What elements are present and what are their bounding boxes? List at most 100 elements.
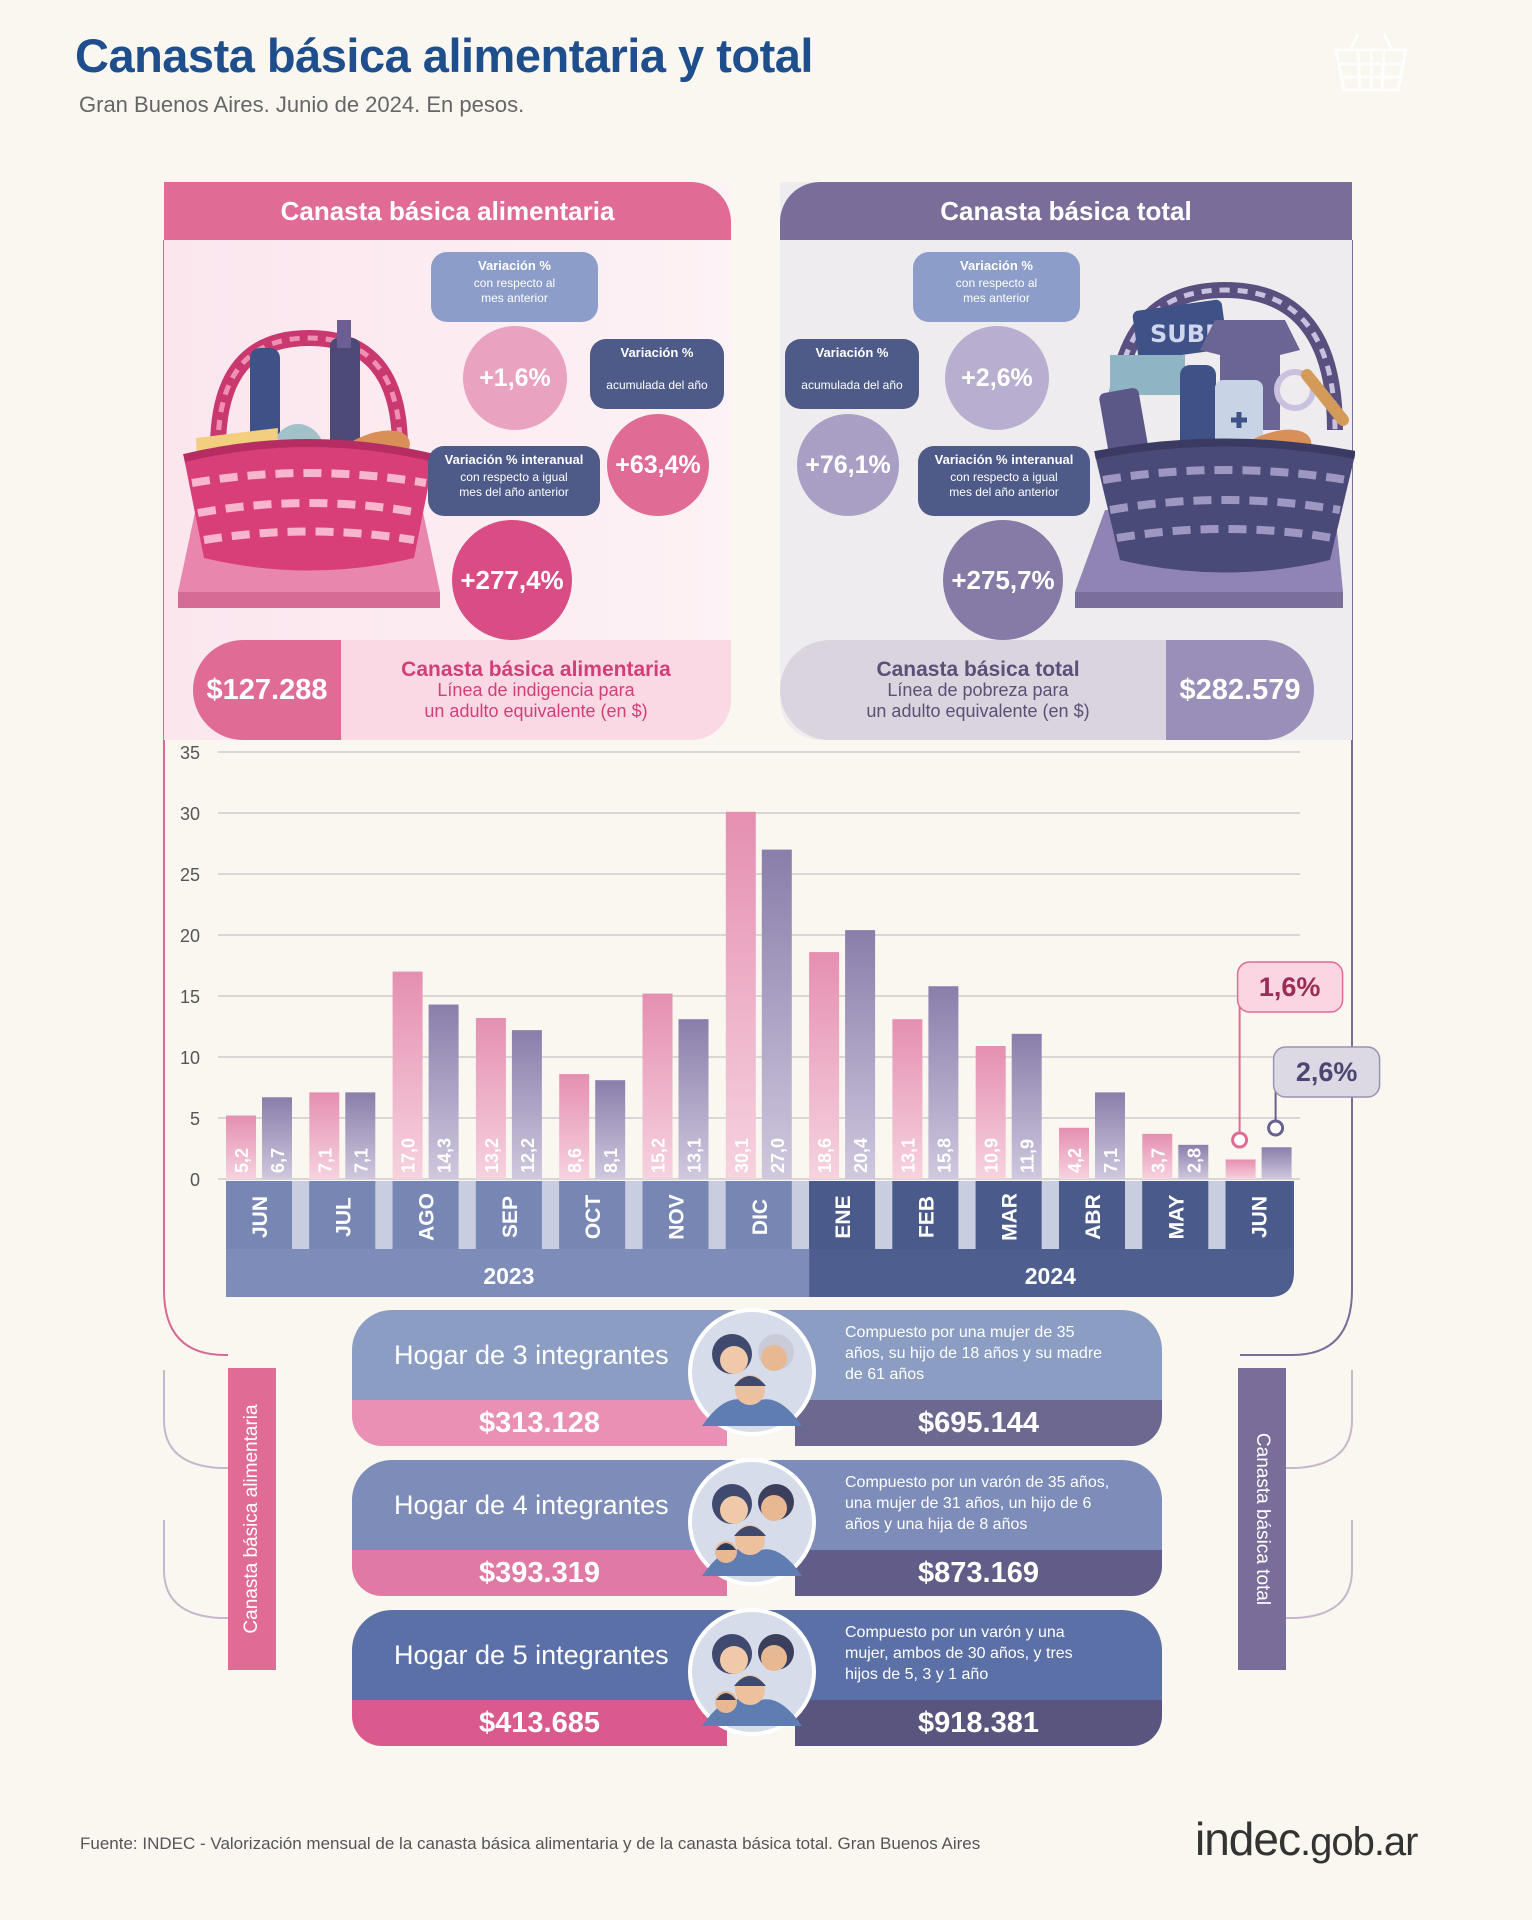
- cbt-callout-dot: [1267, 1119, 1285, 1137]
- y-tick-label: 15: [180, 987, 200, 1007]
- cbt-callout-text: 2,6%: [1296, 1057, 1358, 1087]
- month-label: OCT: [582, 1195, 605, 1240]
- cba-bar: [559, 1074, 590, 1179]
- cbt-var-acumulada-label: Variación % acumulada del año: [785, 339, 919, 409]
- cbt-bar: [845, 930, 876, 1179]
- cba-var-interanual-value: +277,4%: [452, 520, 572, 640]
- month-separator: [791, 1181, 810, 1249]
- cbt-side-label: Canasta básica total: [1252, 1432, 1273, 1606]
- cba-var-interanual-label: Variación % interanual con respecto a igu…: [428, 446, 600, 516]
- cba-var-mensual-label: Variación % con respecto al mes anterior: [431, 252, 598, 322]
- cbt-callout-box: [1272, 1046, 1381, 1098]
- month-tab: [226, 1181, 292, 1249]
- month-label: ENE: [832, 1195, 855, 1238]
- month-tab: [1059, 1181, 1125, 1249]
- family-avatar-icon: [688, 1608, 816, 1736]
- year-label: 2024: [1025, 1263, 1076, 1289]
- hogar-title: Hogar de 4 integrantes: [394, 1490, 669, 1520]
- month-label: AGO: [416, 1193, 439, 1241]
- month-label: JUN: [249, 1196, 272, 1238]
- indec-logo: indec.gob.ar: [1195, 1813, 1418, 1865]
- cbt-bar-label: 7,1: [351, 1148, 371, 1173]
- month-label: NOV: [666, 1194, 689, 1240]
- month-separator: [292, 1181, 310, 1249]
- bar-chart: 0 5 10 15 20 25 30 35 5,2 6,7 7,1 7,1 17,0 14,3 13,2 1…: [180, 743, 1381, 1297]
- hogar-desc: Compuesto por un varón de 35 años, una mu…: [845, 1474, 1110, 1533]
- cba-bar-label: 15,2: [649, 1138, 669, 1173]
- cbt-price-pill: Canasta básica total Línea de pobreza pa…: [780, 640, 1314, 740]
- page-subtitle: Gran Buenos Aires. Junio de 2024. En pes…: [79, 92, 525, 117]
- cba-bar-label: 7,1: [315, 1148, 335, 1173]
- cba-price-value: $127.288: [193, 640, 341, 740]
- cbt-bar: [345, 1092, 376, 1179]
- month-separator: [1125, 1181, 1143, 1249]
- hogar-cba-value: $313.128: [352, 1400, 727, 1446]
- cbt-bar-label: 13,1: [685, 1138, 705, 1173]
- cba-callout-text: 1,6%: [1259, 972, 1321, 1002]
- cbt-bar: [595, 1080, 626, 1179]
- cbt-bar-label: 11,9: [1018, 1139, 1038, 1173]
- month-separator: [1041, 1181, 1059, 1249]
- cba-side-label: Canasta básica alimentaria: [241, 1404, 262, 1634]
- hogar-desc: Compuesto por un varón y una mujer, ambos…: [845, 1624, 1073, 1683]
- month-separator: [375, 1181, 393, 1249]
- cba-bar: [475, 1017, 506, 1179]
- cbt-bar-label: 14,3: [435, 1138, 455, 1173]
- cbt-bar: [761, 849, 792, 1179]
- month-tab: [475, 1181, 542, 1249]
- month-separator: [958, 1181, 976, 1249]
- month-label: ABR: [1082, 1194, 1105, 1240]
- cba-bar: [642, 993, 673, 1179]
- cbt-var-interanual-value: +275,7%: [943, 520, 1063, 640]
- cba-bar: [892, 1019, 923, 1179]
- cba-bar-label: 10,9: [982, 1138, 1002, 1173]
- cba-bar: [392, 971, 423, 1179]
- cbt-var-acumulada-value: +76,1%: [797, 414, 899, 516]
- cbt-bar-label: 15,8: [934, 1138, 954, 1173]
- month-tab: [809, 1181, 876, 1249]
- cbt-bar-label: 2,8: [1184, 1148, 1204, 1173]
- cbt-bar-label: 8,1: [601, 1148, 621, 1173]
- cba-header: Canasta básica alimentaria: [164, 182, 731, 240]
- cbt-var-mensual-value: +2,6%: [945, 326, 1049, 430]
- cbt-bar-label: 7,1: [1101, 1148, 1121, 1173]
- cba-bar: [1225, 1159, 1256, 1179]
- month-tab: [725, 1181, 792, 1249]
- cbt-bar: [1261, 1147, 1292, 1179]
- full-basket-icon: SUBE: [1075, 281, 1355, 608]
- hogar-cbt-value: $695.144: [795, 1400, 1162, 1446]
- month-separator: [708, 1181, 726, 1249]
- month-separator: [458, 1181, 476, 1249]
- cba-bar: [1142, 1133, 1173, 1179]
- cbt-bar-label: 6,7: [268, 1148, 288, 1173]
- cbt-bar: [678, 1019, 709, 1179]
- family-avatar-icon: [688, 1458, 816, 1586]
- cbt-bar: [1095, 1092, 1125, 1179]
- cbt-bar: [428, 1004, 459, 1179]
- cba-bar: [226, 1115, 256, 1179]
- month-separator: [875, 1181, 893, 1249]
- cbt-bar: [511, 1030, 542, 1179]
- hogar-cbt-value: $873.169: [795, 1550, 1162, 1596]
- cbt-bar: [1011, 1033, 1042, 1179]
- cba-bar-label: 30,1: [732, 1138, 752, 1173]
- cba-bar: [975, 1046, 1006, 1179]
- cba-side-label-box: [228, 1368, 276, 1670]
- hogar-desc: Compuesto por una mujer de 35 años, su hi…: [845, 1324, 1103, 1383]
- cbt-var-mensual-label: Variación % con respecto al mes anterior: [913, 252, 1080, 322]
- cbt-bar: [262, 1097, 292, 1179]
- month-label: SEP: [499, 1196, 522, 1238]
- cbt-price-value: $282.579: [1166, 640, 1314, 740]
- cart-logo-icon: [1334, 33, 1408, 92]
- month-tab: [1142, 1181, 1209, 1249]
- cbt-var-interanual-label: Variación % interanual con respecto a igu…: [918, 446, 1090, 516]
- y-tick-label: 5: [190, 1109, 200, 1129]
- y-tick-label: 25: [180, 865, 200, 885]
- cba-bar-label: 4,2: [1065, 1148, 1085, 1173]
- month-tab: [1225, 1181, 1292, 1249]
- y-tick-label: 35: [180, 743, 200, 763]
- family-avatar-icon: [688, 1308, 816, 1436]
- y-tick-label: 0: [190, 1170, 200, 1190]
- month-tab: [892, 1181, 959, 1249]
